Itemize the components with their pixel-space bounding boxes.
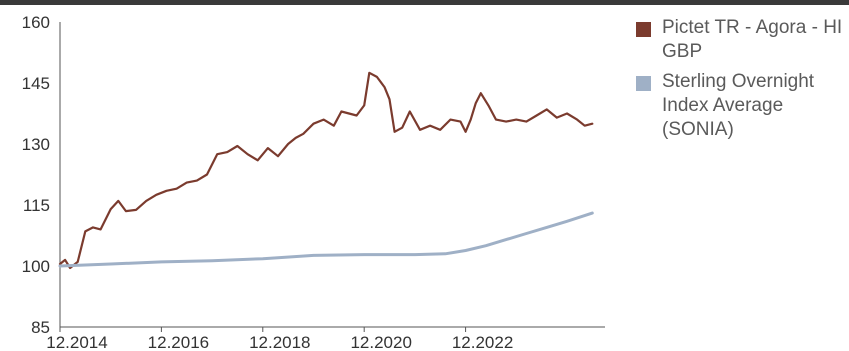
chart-axes	[59, 22, 605, 328]
series-line-sonia	[58, 211, 594, 268]
y-tick-label: 160	[22, 13, 50, 32]
legend-swatch-sonia	[636, 76, 651, 91]
y-tick-label: 145	[22, 74, 50, 93]
legend-swatch-pictet	[636, 22, 651, 37]
x-tick-label: 12.2016	[148, 333, 209, 351]
chart-series	[58, 71, 594, 270]
x-tick-label: 12.2014	[46, 333, 107, 351]
y-tick-label: 115	[23, 196, 50, 215]
legend-label-pictet: Pictet TR - Agora - HI GBP	[662, 17, 843, 62]
x-axis-ticks: 12.2014 12.2016 12.2018 12.2020 12.2022	[46, 327, 513, 351]
top-rule	[0, 0, 849, 5]
x-tick-label: 12.2020	[350, 333, 411, 351]
legend-item-sonia: Sterling Overnight Index Average (SONIA)	[636, 70, 849, 142]
y-tick-label: 130	[22, 135, 50, 154]
x-tick-label: 12.2018	[249, 333, 310, 351]
series-line-pictet	[58, 71, 594, 270]
y-tick-label: 85	[31, 318, 50, 337]
y-tick-label: 100	[22, 257, 50, 276]
chart-legend: Pictet TR - Agora - HI GBP Sterling Over…	[636, 16, 849, 148]
legend-label-sonia: Sterling Overnight Index Average (SONIA)	[662, 71, 815, 140]
legend-item-pictet: Pictet TR - Agora - HI GBP	[636, 16, 849, 64]
y-axis-ticks: 85 100 115 130 145 160	[22, 13, 50, 337]
x-tick-label: 12.2022	[452, 333, 513, 351]
